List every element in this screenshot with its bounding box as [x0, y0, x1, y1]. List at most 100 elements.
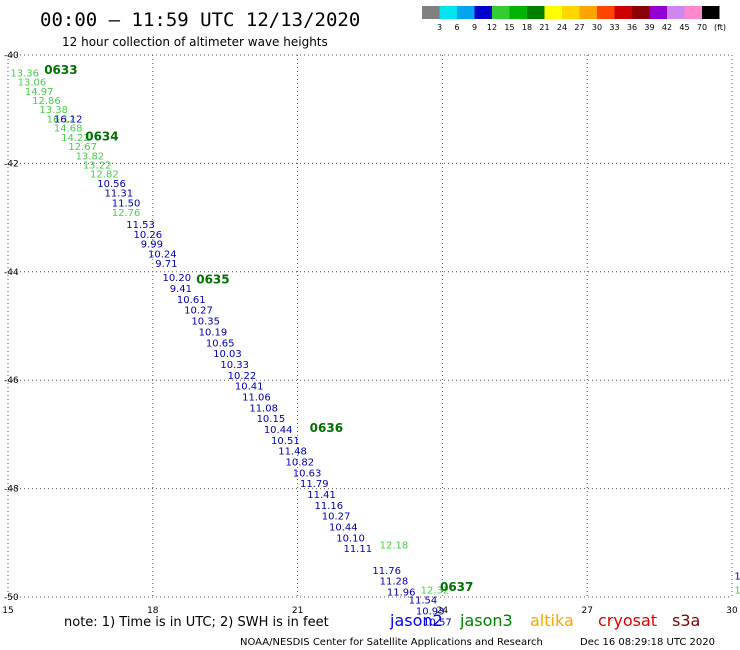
data-point-label: 9.99	[141, 240, 163, 251]
data-point-label: 10.82	[286, 458, 315, 469]
data-point-label: 11.06	[242, 392, 271, 403]
footer-timestamp: Dec 16 08:29:18 UTC 2020	[580, 637, 715, 648]
color-legend: 3 6 9 12 15 18 21 24 27 30 33 36 39 42 45 70	[422, 6, 720, 32]
satellite-altika: altika	[530, 611, 574, 630]
time-label: 0634	[85, 129, 118, 143]
data-point-label: 11.48	[278, 447, 307, 458]
legend-swatch	[492, 6, 510, 19]
y-tick-label: -46	[4, 376, 19, 386]
data-point-label: 10.51	[271, 436, 300, 447]
legend-swatch	[614, 6, 632, 19]
legend-label: 24	[557, 23, 567, 32]
data-point-label: 10.27	[322, 512, 351, 523]
legend-label: 70	[697, 23, 707, 32]
legend-swatch	[509, 6, 527, 19]
legend-unit: (ft)	[714, 23, 726, 32]
data-point-label: 12.32	[421, 585, 450, 596]
data-point-label: 13.06	[18, 78, 47, 89]
data-point-label: 11.50	[112, 198, 141, 209]
time-label: 0636	[310, 421, 343, 435]
data-point-label: 11.11	[343, 544, 372, 555]
legend-label: 21	[539, 23, 549, 32]
footer-credit: NOAA/NESDIS Center for Satellite Applica…	[240, 637, 543, 648]
legend-label: 36	[627, 23, 637, 32]
legend-label: 15	[504, 23, 514, 32]
time-label: 0635	[196, 272, 229, 286]
data-point-label: 13.36	[10, 68, 39, 79]
legend-label: 3	[437, 23, 442, 32]
data-point-label: 10.65	[206, 338, 235, 349]
legend-label: 12	[487, 23, 497, 32]
data-point-label: 10.15	[257, 414, 286, 425]
x-tick-label: 21	[292, 606, 303, 616]
data-point-label: 12.7	[734, 585, 740, 596]
data-point-label: 9.71	[155, 259, 177, 270]
data-point-label: 16.12	[54, 114, 83, 125]
legend-swatch	[649, 6, 667, 19]
data-point-label: 13.22	[83, 160, 112, 171]
data-point-label: 13.38	[39, 105, 68, 116]
x-tick-label: 24	[437, 606, 449, 616]
y-tick-label: -42	[4, 159, 19, 169]
footer-note: note: 1) Time is in UTC; 2) SWH is in fe…	[64, 615, 329, 630]
legend-label: 42	[662, 23, 672, 32]
time-label: 0633	[44, 63, 77, 77]
legend-swatch	[457, 6, 475, 19]
data-point-label: 11.41	[307, 490, 336, 501]
legend-label: 18	[522, 23, 532, 32]
satellite-jason3: jason3	[459, 611, 513, 630]
data-point-label: 12.86	[32, 96, 61, 107]
y-tick-label: -48	[4, 485, 19, 495]
data-point-label: 10.56	[97, 179, 126, 190]
data-point-label: 12.76	[112, 208, 141, 219]
legend-swatch	[597, 6, 615, 19]
plot-grid	[7, 54, 733, 598]
legend-label: 30	[592, 23, 602, 32]
data-point-label: 10.26	[133, 230, 162, 241]
data-point-label: 10.22	[228, 371, 257, 382]
data-point-label: 10.44	[264, 425, 293, 436]
legend-swatch	[562, 6, 580, 19]
data-point-label: 11.28	[380, 577, 409, 588]
time-labels: 0633 0634 0635 0636 0637	[44, 63, 473, 594]
data-point-label: 11.54	[409, 596, 438, 607]
legend-swatch	[702, 6, 720, 19]
data-point-label: 11.31	[105, 189, 134, 200]
data-point-label: 11.79	[300, 479, 329, 490]
x-tick-label: 18	[147, 606, 159, 616]
data-point-label: 11.96	[387, 588, 416, 599]
data-point-label: 14.22	[61, 133, 90, 144]
y-tick-label: -50	[4, 593, 19, 603]
legend-swatch	[579, 6, 597, 19]
legend-swatch	[527, 6, 545, 19]
data-point-label: 11.16	[314, 501, 343, 512]
data-point-label: 12.18	[380, 540, 409, 551]
data-point-label: 11.53	[126, 220, 155, 231]
legend-swatch	[544, 6, 562, 19]
legend-swatch	[632, 6, 650, 19]
data-point-label: 9.41	[170, 284, 192, 295]
data-point-label: 10.63	[293, 468, 322, 479]
data-point-label: 12.82	[90, 170, 119, 181]
data-point-label: 10.24	[148, 249, 177, 260]
data-points: 13.3613.0614.9712.8613.3816.1214.6814.22…	[10, 68, 740, 628]
data-point-label: 14.97	[25, 87, 54, 98]
data-point-label: 16.12	[47, 114, 76, 125]
satellite-s3a: s3a	[672, 611, 700, 630]
data-point-label: 12.67	[68, 142, 97, 153]
data-point-label: 10.44	[329, 523, 358, 534]
data-point-label: 11.08	[249, 403, 278, 414]
legend-swatch	[474, 6, 492, 19]
y-tick-label: -40	[4, 51, 19, 61]
data-point-label: 10	[734, 571, 740, 582]
legend-label: 9	[472, 23, 477, 32]
x-tick-label: 27	[581, 606, 592, 616]
data-point-label: 10.57	[423, 617, 452, 628]
data-point-label: 10.61	[177, 295, 206, 306]
data-point-label: 10.35	[191, 317, 220, 328]
chart-title: 00:00 – 11:59 UTC 12/13/2020	[40, 9, 360, 31]
data-point-label: 11.76	[372, 566, 401, 577]
data-point-label: 13.82	[76, 151, 105, 162]
time-label: 0637	[440, 580, 473, 594]
